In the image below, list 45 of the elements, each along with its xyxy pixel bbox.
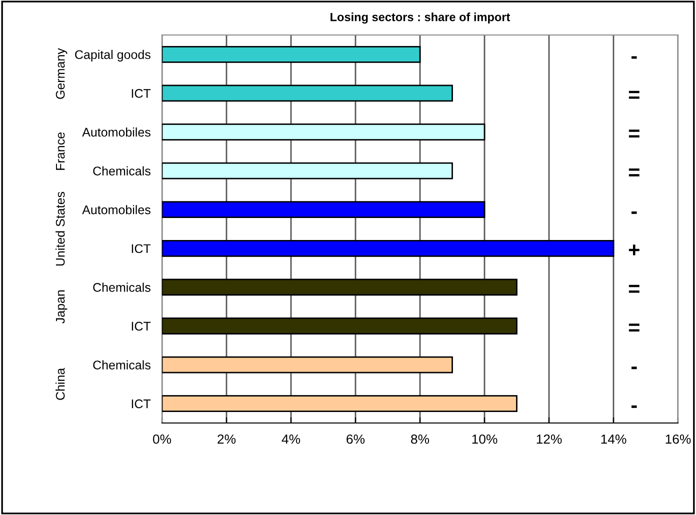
bar — [162, 201, 486, 218]
bar — [162, 278, 518, 296]
x-tick-label: 10% — [472, 434, 498, 444]
annotation: - — [631, 211, 637, 214]
annotation: = — [628, 284, 640, 293]
text: Germany — [56, 48, 68, 99]
text: France — [56, 132, 65, 170]
annotation: = — [628, 130, 640, 138]
x-tick-label: 12% — [536, 434, 562, 444]
y-tick-label: Chemicals — [93, 166, 150, 176]
bar — [162, 46, 421, 63]
bar — [162, 395, 518, 412]
annotation: = — [628, 324, 640, 332]
x-tick-label: 4% — [282, 434, 300, 444]
x-tick-label: 16% — [666, 434, 691, 444]
annotation: - — [631, 366, 637, 370]
y-tick-label: Automobiles — [82, 205, 150, 214]
bar — [162, 124, 486, 140]
text: United States — [56, 192, 65, 266]
text: China — [56, 368, 65, 400]
bar — [162, 318, 518, 334]
bar — [162, 162, 453, 180]
bar — [162, 356, 453, 374]
x-tick-label: 0% — [152, 434, 172, 444]
annotation: = — [628, 90, 640, 99]
x-tick-label: 6% — [346, 434, 365, 444]
x-tick-label: 14% — [601, 434, 626, 444]
chart-title: Losing sectors : share of import — [330, 12, 510, 24]
y-tick-label: ICT — [132, 244, 151, 254]
annotation: + — [628, 244, 640, 256]
bar — [162, 240, 614, 257]
y-tick-label: Automobiles — [82, 127, 150, 137]
x-tick-label: 2% — [218, 434, 236, 444]
y-tick-label: ICT — [132, 322, 151, 331]
y-tick-label: ICT — [132, 89, 151, 98]
y-tick-label: Capital goods — [75, 50, 150, 62]
annotation: - — [631, 56, 637, 59]
y-tick-label: Chemicals — [93, 282, 150, 292]
text: Japan — [56, 290, 68, 324]
y-tick-label: ICT — [132, 399, 151, 408]
x-tick-label: 8% — [411, 434, 430, 444]
bar — [162, 84, 453, 102]
annotation: = — [628, 168, 640, 176]
annotation: - — [631, 405, 637, 408]
y-tick-label: Chemicals — [93, 360, 150, 370]
